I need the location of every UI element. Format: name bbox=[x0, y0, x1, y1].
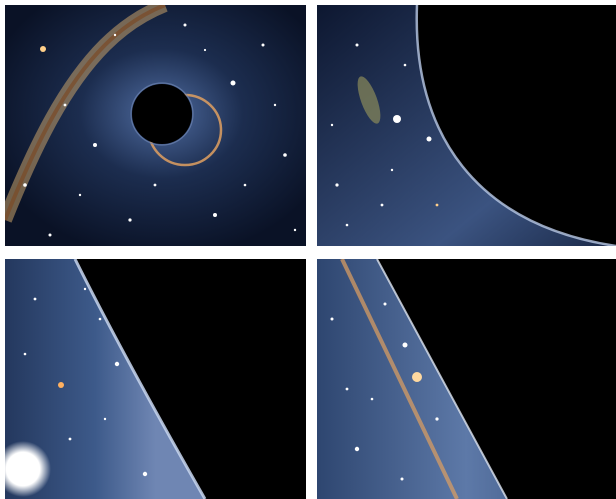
shadow-region-3 bbox=[377, 259, 616, 499]
panel-shadow-edge-bright-star bbox=[5, 259, 306, 499]
black-hole-overview-image bbox=[5, 5, 306, 246]
shadow-region bbox=[416, 5, 616, 246]
panel-photon-ring-closeup bbox=[317, 259, 616, 499]
shadow-region-2 bbox=[75, 259, 306, 499]
lensed-galaxy bbox=[357, 76, 381, 124]
stars bbox=[23, 23, 297, 237]
panel-shadow-edge-galaxy bbox=[317, 5, 616, 246]
shadow-edge-galaxy-image bbox=[317, 5, 616, 246]
panel-black-hole-overview bbox=[5, 5, 306, 246]
photon-ring-closeup-image bbox=[317, 259, 616, 499]
shadow-edge-star-image bbox=[5, 259, 306, 499]
bright-star bbox=[5, 441, 51, 497]
black-hole-shadow bbox=[132, 84, 192, 144]
orange-ring-streak bbox=[340, 259, 459, 499]
